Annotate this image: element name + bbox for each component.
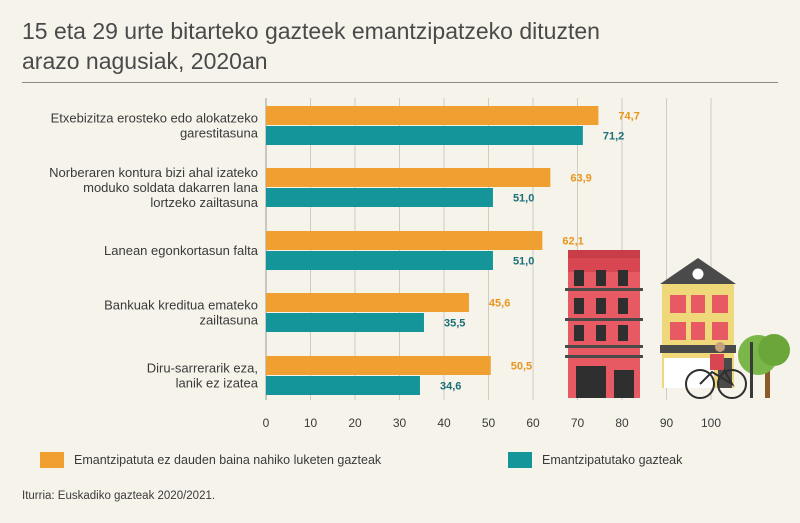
chart-title-line: arazo nagusiak, 2020an <box>22 48 268 74</box>
city-illustration <box>565 250 790 399</box>
legend-label: Emantzipatuta ez dauden baina nahiko luk… <box>74 453 382 467</box>
x-tick-label: 10 <box>304 416 318 430</box>
x-tick-label: 100 <box>701 416 721 430</box>
bar-not-emancipated <box>266 231 543 250</box>
tree-illustration <box>738 334 790 398</box>
category-label: moduko soldata dakarren lana <box>83 180 259 195</box>
value-label: 50,5 <box>511 361 532 373</box>
value-label: 51,0 <box>513 256 534 268</box>
category-label: lanik ez izatea <box>176 376 259 391</box>
bar-emancipated <box>266 251 493 270</box>
value-label: 62,1 <box>562 236 583 248</box>
x-tick-label: 30 <box>393 416 407 430</box>
bar-emancipated <box>266 188 493 207</box>
value-label: 35,5 <box>444 318 465 330</box>
category-label: Bankuak kreditua emateko <box>104 298 258 313</box>
bar-not-emancipated <box>266 168 551 187</box>
bar-not-emancipated <box>266 356 491 375</box>
x-tick-label: 40 <box>437 416 451 430</box>
x-tick-label: 90 <box>660 416 674 430</box>
chart-title: 15 eta 29 urte bitarteko gazteek emantzi… <box>22 16 782 76</box>
legend-item-not-emancipated: Emantzipatuta ez dauden baina nahiko luk… <box>40 451 381 469</box>
x-tick-label: 20 <box>348 416 362 430</box>
category-label: lortzeko zailtasuna <box>150 195 258 210</box>
legend-swatch-orange <box>40 452 64 468</box>
legend-item-emancipated: Emantzipatutako gazteak <box>508 451 682 469</box>
legend-label: Emantzipatutako gazteak <box>542 453 683 467</box>
value-label: 63,9 <box>570 173 591 185</box>
bar-not-emancipated <box>266 106 599 125</box>
x-tick-label: 70 <box>571 416 585 430</box>
x-axis-ticks: 0 10 20 30 40 50 60 70 80 90 100 <box>263 416 722 430</box>
value-label: 51,0 <box>513 193 534 205</box>
bars <box>266 106 599 395</box>
category-label: Norberaren kontura bizi ahal izateko <box>49 165 258 180</box>
category-labels: Etxebizitza erosteko edo alokatzekogares… <box>49 111 259 391</box>
legend-swatch-teal <box>508 452 532 468</box>
bar-emancipated <box>266 126 583 145</box>
value-label: 34,6 <box>440 381 461 393</box>
value-label: 71,2 <box>603 131 624 143</box>
yellow-building-illustration <box>660 258 736 388</box>
x-tick-label: 80 <box>615 416 629 430</box>
category-label: garestitasuna <box>180 126 259 141</box>
value-labels: 74,7 63,9 62,1 45,6 50,5 71,2 51,0 51,0 35,5 34,6 <box>440 111 640 393</box>
category-label: zailtasuna <box>199 313 258 328</box>
title-divider <box>22 82 778 83</box>
bar-emancipated <box>266 376 420 395</box>
value-label: 74,7 <box>618 111 639 123</box>
cyclist-illustration <box>685 342 747 399</box>
x-tick-label: 0 <box>263 416 270 430</box>
bar-emancipated <box>266 313 424 332</box>
bar-not-emancipated <box>266 293 469 312</box>
source-note: Iturria: Euskadiko gazteak 2020/2021. <box>22 490 216 502</box>
value-label: 45,6 <box>489 298 510 310</box>
chart-title-line: 15 eta 29 urte bitarteko gazteek emantzi… <box>22 18 600 44</box>
category-label: Etxebizitza erosteko edo alokatzeko <box>51 111 258 126</box>
category-label: Lanean egonkortasun falta <box>104 243 259 258</box>
category-label: Diru-sarrerarik eza, <box>147 361 258 376</box>
x-tick-label: 60 <box>526 416 540 430</box>
red-building-illustration <box>565 250 643 398</box>
x-tick-label: 50 <box>482 416 496 430</box>
bar-chart: 74,7 63,9 62,1 45,6 50,5 71,2 51,0 51,0 35,5 34,6… <box>49 98 790 430</box>
